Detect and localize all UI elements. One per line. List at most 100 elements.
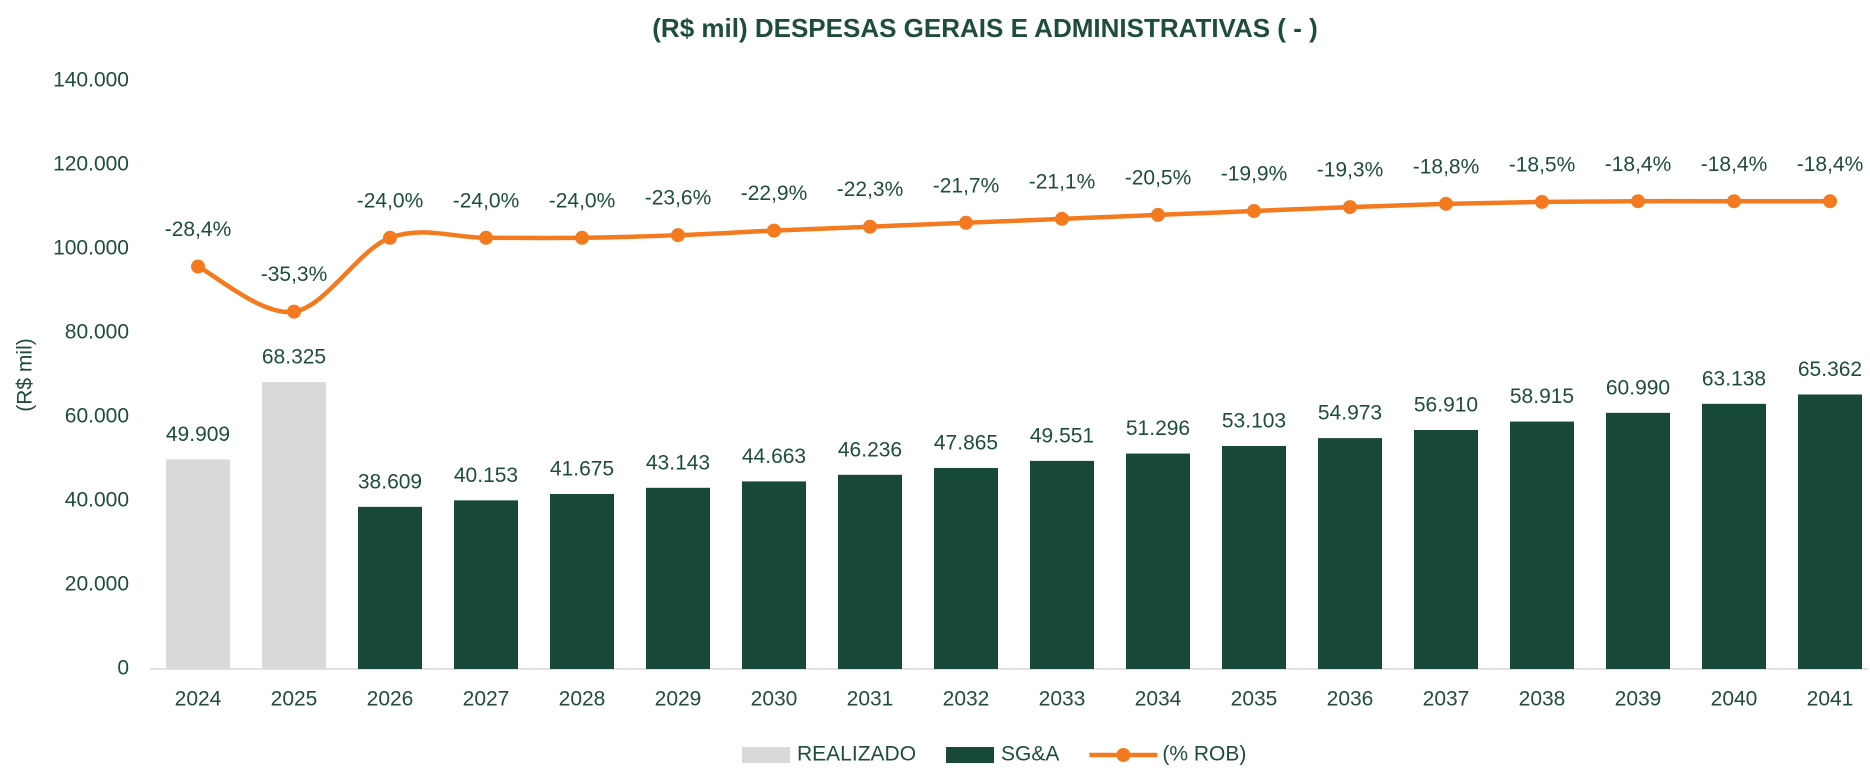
bar	[1126, 453, 1190, 669]
bar	[1702, 403, 1766, 669]
line-marker	[863, 219, 877, 234]
bar	[1414, 429, 1478, 669]
data-label: -18,4%	[1797, 153, 1864, 176]
bar	[262, 382, 326, 669]
line-marker	[1343, 200, 1357, 215]
data-label: 65.362	[1798, 358, 1862, 381]
data-label: -35,3%	[261, 263, 328, 286]
bar	[1510, 421, 1574, 669]
y-tick-label: 120.000	[53, 153, 129, 176]
x-tick-label: 2035	[1231, 688, 1278, 711]
data-label: 49.551	[1030, 424, 1094, 447]
data-label: -22,3%	[837, 178, 904, 201]
x-tick-label: 2027	[463, 688, 510, 711]
data-label: 54.973	[1318, 402, 1382, 425]
bar	[934, 467, 998, 669]
bar	[550, 493, 614, 669]
bar	[646, 487, 710, 669]
bar	[166, 459, 230, 669]
data-label: -22,9%	[741, 182, 808, 205]
y-axis-label: (R$ mil)	[14, 338, 37, 412]
data-label: 40.153	[454, 464, 518, 487]
data-label: 38.609	[358, 470, 422, 493]
line-marker	[1823, 194, 1837, 209]
line-marker	[479, 230, 493, 245]
line-marker	[1247, 204, 1261, 219]
line-marker	[767, 223, 781, 238]
x-tick-label: 2039	[1615, 688, 1662, 711]
data-label: -21,1%	[1029, 170, 1096, 193]
x-tick-label: 2038	[1519, 688, 1566, 711]
bar	[1222, 445, 1286, 669]
data-label: 49.909	[166, 423, 230, 446]
line-marker	[1535, 194, 1549, 209]
data-label: 43.143	[646, 451, 710, 474]
data-label: 44.663	[742, 445, 806, 468]
line-marker	[287, 304, 301, 319]
legend-label: REALIZADO	[797, 743, 916, 766]
data-label: -28,4%	[165, 218, 232, 241]
data-label: -19,3%	[1317, 159, 1384, 182]
data-label: 68.325	[262, 346, 326, 369]
data-label: -20,5%	[1125, 166, 1192, 189]
bar	[1606, 412, 1670, 669]
y-tick-label: 140.000	[53, 69, 129, 92]
y-tick-label: 0	[117, 657, 129, 680]
line-marker	[959, 215, 973, 230]
legend-swatch	[946, 747, 995, 763]
y-tick-label: 100.000	[53, 237, 129, 260]
data-label: 60.990	[1606, 376, 1670, 399]
line-marker	[1727, 194, 1741, 209]
data-label: 41.675	[550, 458, 614, 481]
data-label: -24,0%	[549, 189, 616, 212]
x-tick-label: 2031	[847, 688, 894, 711]
y-tick-label: 20.000	[65, 573, 129, 596]
line-marker	[575, 230, 589, 245]
bar	[1030, 460, 1094, 669]
y-tick-label: 40.000	[65, 489, 129, 512]
data-label: -18,8%	[1413, 155, 1480, 178]
data-label: -24,0%	[357, 189, 424, 212]
legend-swatch	[1116, 748, 1131, 762]
data-label: 51.296	[1126, 417, 1190, 440]
line-marker	[1439, 196, 1453, 211]
bar	[358, 506, 422, 669]
legend-label: SG&A	[1001, 743, 1059, 766]
x-tick-label: 2028	[559, 688, 606, 711]
data-label: -23,6%	[645, 187, 712, 210]
x-tick-label: 2032	[943, 688, 990, 711]
line-marker	[1151, 207, 1165, 222]
x-tick-label: 2026	[367, 688, 414, 711]
x-tick-label: 2036	[1327, 688, 1374, 711]
data-label: -24,0%	[453, 189, 520, 212]
data-label: 53.103	[1222, 410, 1286, 433]
data-label: 56.910	[1414, 394, 1478, 417]
data-label: 46.236	[838, 438, 902, 461]
x-tick-label: 2040	[1711, 688, 1758, 711]
data-label: -18,4%	[1605, 153, 1672, 176]
x-tick-label: 2034	[1135, 688, 1182, 711]
x-tick-label: 2025	[271, 688, 318, 711]
y-tick-label: 60.000	[65, 405, 129, 428]
bar	[838, 474, 902, 669]
data-label: 47.865	[934, 432, 998, 455]
x-tick-label: 2024	[175, 688, 222, 711]
data-label: -18,5%	[1509, 153, 1576, 176]
x-tick-label: 2030	[751, 688, 798, 711]
line	[196, 198, 1830, 315]
legend-swatch	[742, 747, 790, 763]
line-marker	[383, 230, 397, 245]
x-tick-label: 2041	[1807, 688, 1854, 711]
line-marker	[1055, 211, 1069, 226]
data-label: -21,7%	[933, 174, 1000, 197]
data-label: 58.915	[1510, 385, 1574, 408]
line-marker	[671, 228, 685, 243]
chart-title: (R$ mil) DESPESAS GERAIS E ADMINISTRATIV…	[652, 13, 1317, 43]
line-marker	[1631, 194, 1645, 209]
data-label: -18,4%	[1701, 153, 1768, 176]
x-tick-label: 2029	[655, 688, 702, 711]
line-marker	[191, 259, 205, 274]
bar	[742, 481, 806, 669]
bar	[1798, 394, 1862, 669]
